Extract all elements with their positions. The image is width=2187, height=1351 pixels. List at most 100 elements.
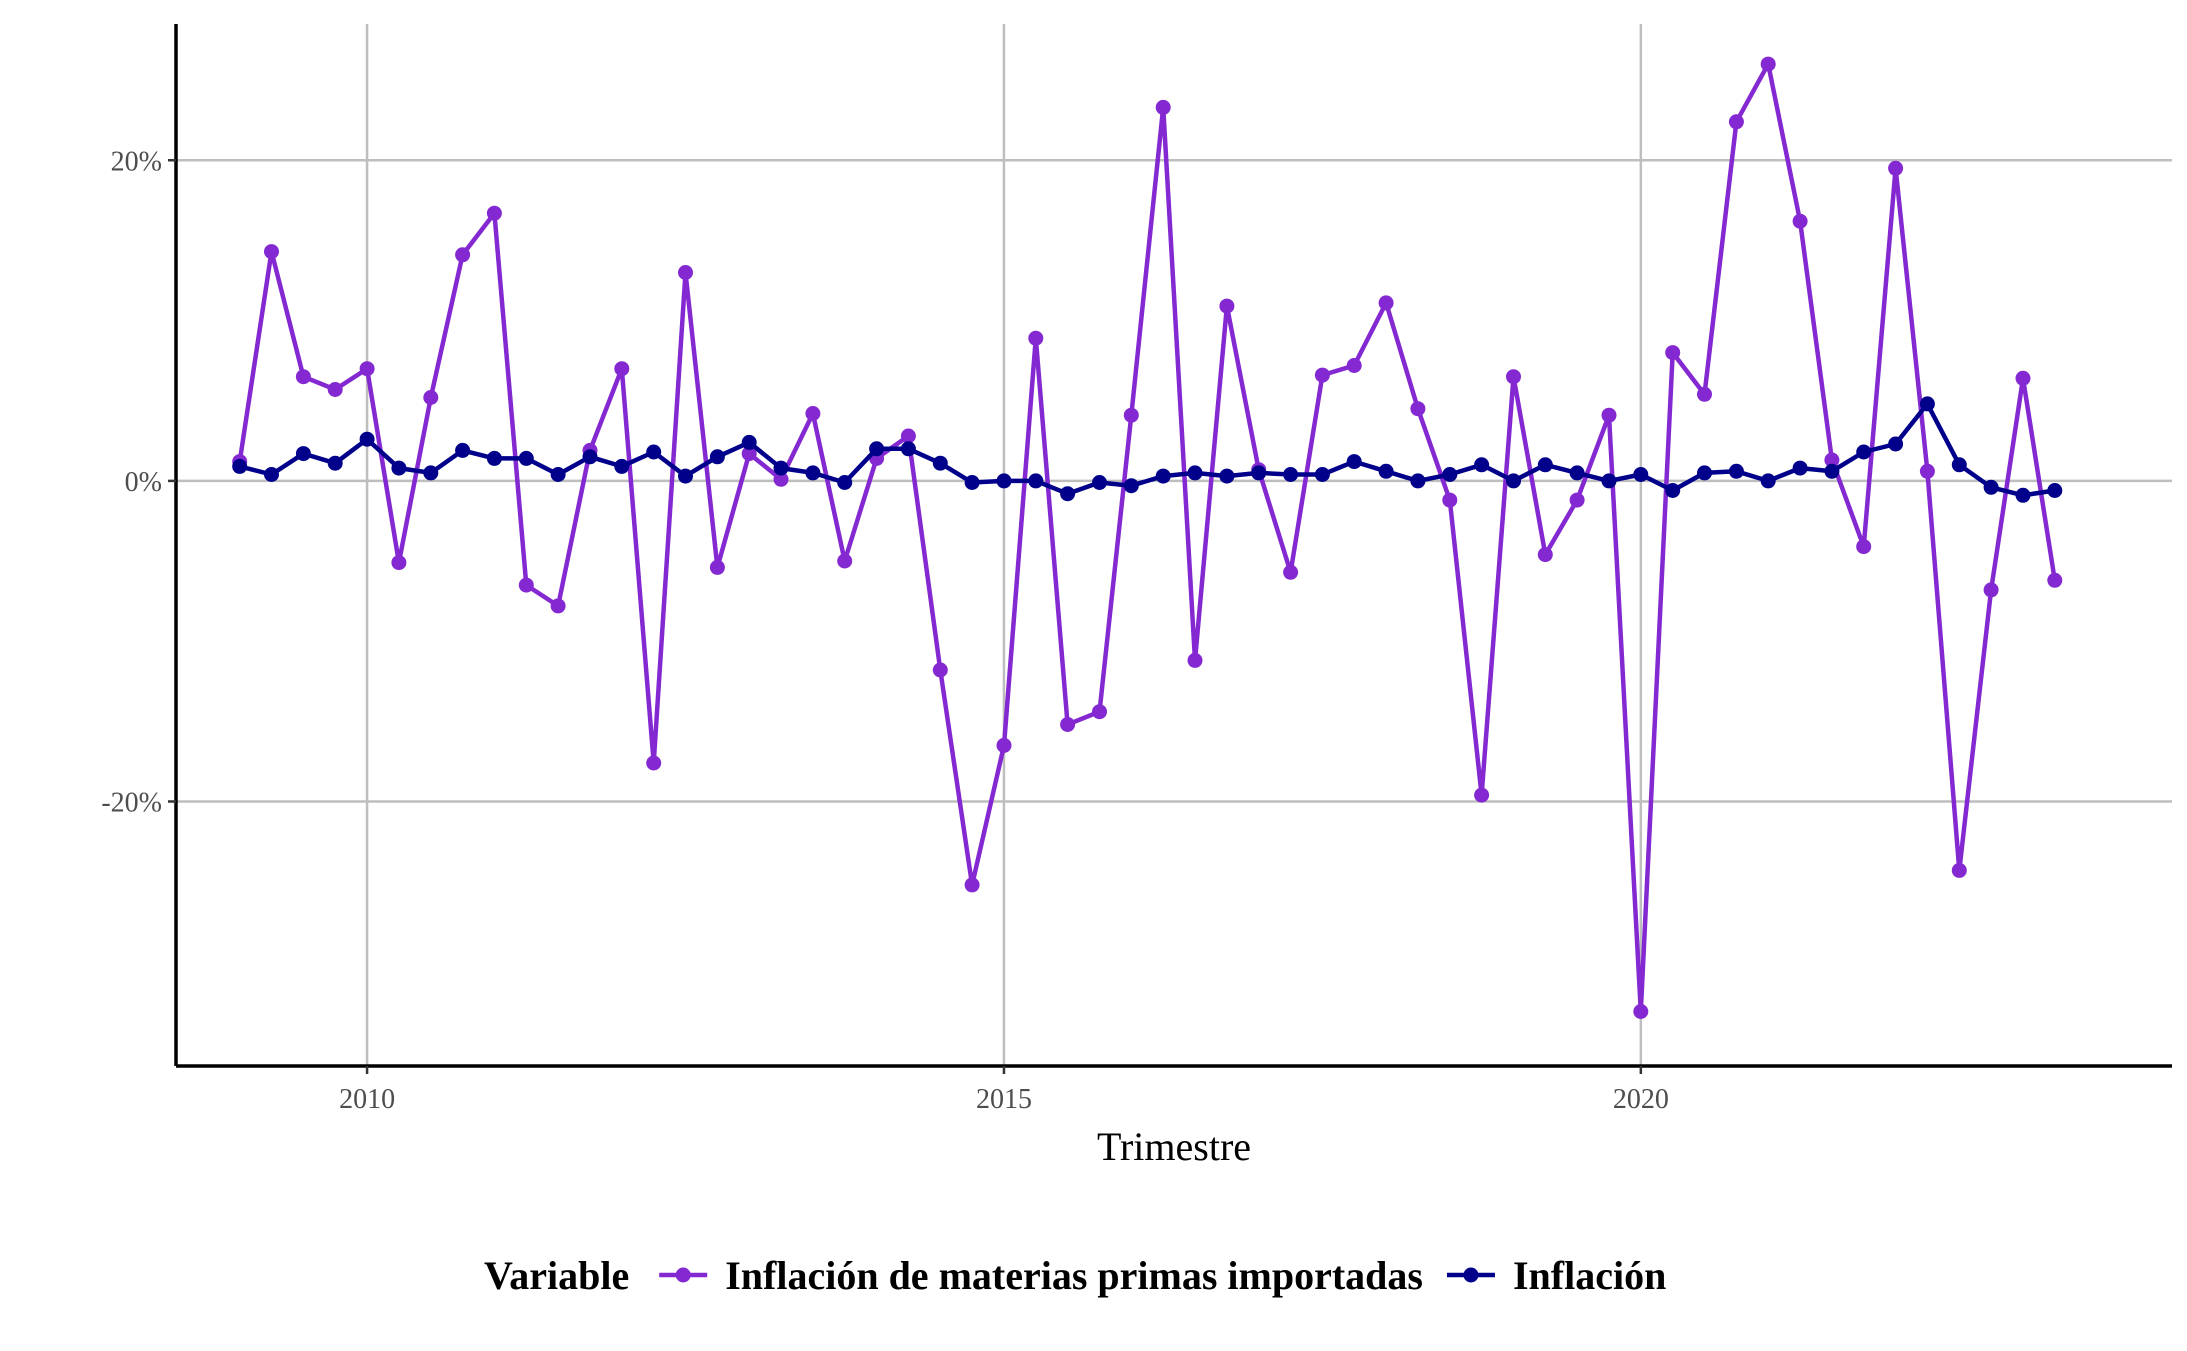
x-tick-label: 2020 xyxy=(1613,1084,1669,1115)
tick-labels: 2010 2015 2020 20% 0% -20% xyxy=(101,146,1668,1115)
data-point xyxy=(455,442,471,458)
data-point xyxy=(1760,473,1776,489)
data-point xyxy=(391,555,407,571)
data-point xyxy=(1983,479,1999,495)
data-point xyxy=(1028,330,1044,346)
legend-key-1: Inflación de materias primas importadas xyxy=(659,1253,1423,1298)
data-point xyxy=(1537,547,1553,563)
data-point xyxy=(1760,56,1776,72)
data-point xyxy=(709,449,725,465)
x-axis-title: Trimestre xyxy=(1097,1124,1251,1169)
data-point xyxy=(518,577,534,593)
data-point xyxy=(1474,787,1490,803)
data-point xyxy=(1378,295,1394,311)
data-point xyxy=(1283,564,1299,580)
data-point xyxy=(1378,463,1394,479)
data-point xyxy=(1442,467,1458,482)
data-point xyxy=(1219,298,1235,314)
data-point xyxy=(1283,467,1299,482)
data-point xyxy=(1569,465,1585,481)
x-tick-label: 2015 xyxy=(976,1084,1032,1115)
data-point xyxy=(232,458,248,474)
data-point xyxy=(900,441,916,457)
data-point xyxy=(869,441,885,457)
data-point xyxy=(1346,454,1362,470)
data-point xyxy=(550,598,566,614)
data-point xyxy=(805,465,821,481)
data-point xyxy=(1951,862,1967,878)
data-point xyxy=(1219,468,1235,484)
data-point xyxy=(1155,99,1171,115)
data-point xyxy=(423,465,439,481)
data-point xyxy=(1888,436,1904,452)
data-point xyxy=(1856,539,1872,555)
data-point xyxy=(837,475,853,490)
data-point xyxy=(1187,652,1203,668)
legend-swatch-point xyxy=(1463,1267,1479,1283)
data-point xyxy=(327,382,343,397)
data-point xyxy=(709,559,725,575)
data-point xyxy=(1506,473,1521,489)
data-point xyxy=(1665,483,1681,498)
data-point xyxy=(455,247,471,263)
data-point xyxy=(1028,473,1044,489)
data-point xyxy=(1474,457,1490,473)
data-point xyxy=(1856,444,1872,460)
data-point xyxy=(1697,465,1712,481)
data-point xyxy=(2015,370,2031,386)
data-point xyxy=(1506,369,1521,385)
data-point xyxy=(2015,487,2031,503)
data-point xyxy=(1187,465,1203,481)
data-point xyxy=(1633,1004,1649,1019)
data-point xyxy=(1633,467,1649,482)
data-point xyxy=(1983,582,1999,598)
data-point xyxy=(646,444,662,460)
data-point xyxy=(1092,704,1107,720)
series-layer xyxy=(232,56,2063,1019)
data-point xyxy=(773,460,789,476)
data-point xyxy=(486,205,502,221)
data-point xyxy=(1410,473,1426,489)
data-point xyxy=(518,450,534,466)
data-point xyxy=(964,475,980,490)
data-point xyxy=(1314,467,1330,482)
data-point xyxy=(773,471,789,487)
data-point xyxy=(264,244,279,260)
data-point xyxy=(1792,213,1808,229)
x-tick-label: 2010 xyxy=(339,1084,395,1115)
data-point xyxy=(2047,572,2063,588)
data-point xyxy=(359,431,375,447)
y-tick-label: 0% xyxy=(125,467,162,498)
data-point xyxy=(1060,717,1076,732)
data-point xyxy=(1251,465,1267,481)
data-point xyxy=(1601,407,1617,423)
y-tick-label: 20% xyxy=(111,146,162,177)
data-point xyxy=(1824,452,1840,468)
data-point xyxy=(614,458,630,474)
data-point xyxy=(646,755,662,771)
legend-swatch-point xyxy=(675,1267,691,1283)
data-point xyxy=(1601,473,1617,489)
data-point xyxy=(1792,460,1808,476)
data-point xyxy=(1346,358,1362,373)
data-point xyxy=(1888,160,1904,176)
data-point xyxy=(1314,367,1330,383)
data-point xyxy=(264,467,279,482)
legend-label: Inflación de materias primas importadas xyxy=(725,1253,1423,1298)
data-point xyxy=(932,662,948,678)
legend-title: Variable xyxy=(484,1253,629,1298)
data-point xyxy=(1919,396,1935,412)
data-point xyxy=(996,737,1012,753)
data-point xyxy=(391,460,407,476)
series-2 xyxy=(232,396,2063,503)
data-point xyxy=(1123,478,1139,494)
data-point xyxy=(1728,114,1744,130)
data-point xyxy=(741,446,757,462)
series-1 xyxy=(232,56,2063,1019)
data-point xyxy=(295,446,311,462)
data-point xyxy=(1442,492,1458,508)
gridlines xyxy=(176,24,2172,1066)
data-point xyxy=(1919,463,1935,479)
data-point xyxy=(582,449,598,465)
data-point xyxy=(486,450,502,466)
